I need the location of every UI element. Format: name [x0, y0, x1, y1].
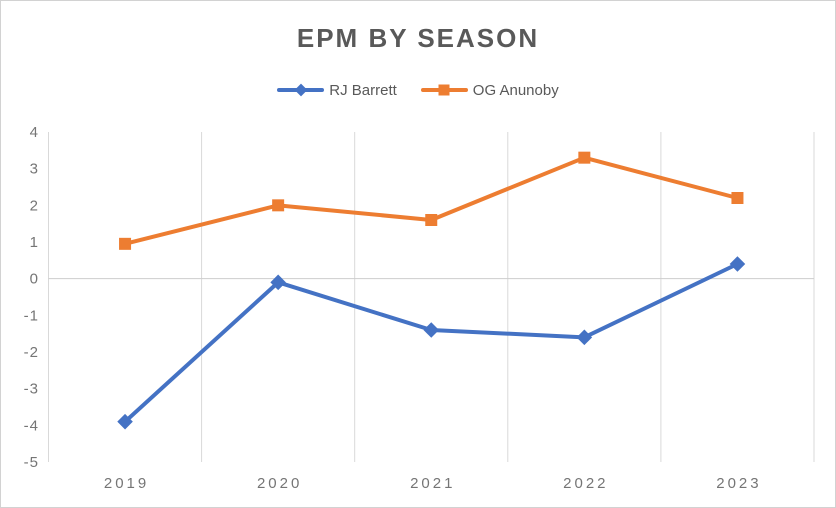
x-category-label: 2020 — [257, 475, 302, 492]
diamond-marker-icon — [729, 256, 746, 272]
x-category-label: 2023 — [716, 475, 761, 492]
square-marker-icon — [272, 199, 285, 212]
square-marker-icon — [731, 192, 744, 204]
y-tick-label: -2 — [24, 344, 39, 361]
x-category-label: 2021 — [410, 475, 455, 492]
y-tick-label: -3 — [24, 381, 39, 398]
y-tick-label: 2 — [30, 197, 39, 214]
y-tick-label: 4 — [30, 124, 39, 141]
square-marker-icon — [119, 237, 132, 250]
y-tick-label: -1 — [24, 307, 39, 324]
series-line-og-anunoby — [123, 155, 740, 246]
series-line-rj-barrett — [123, 262, 740, 424]
y-tick-label: 3 — [30, 161, 39, 178]
y-tick-label: -5 — [24, 454, 39, 471]
x-category-label: 2019 — [104, 475, 149, 492]
legend-item-og-anunoby: OG Anunoby — [420, 81, 559, 99]
x-category-label: 2022 — [563, 475, 608, 492]
chart-title: EPM BY SEASON — [296, 23, 540, 53]
legend-label-rj-barrett: RJ Barrett — [329, 81, 397, 99]
legend-swatch-og-anunoby — [420, 81, 468, 99]
y-tick-label: 0 — [30, 271, 39, 288]
legend-swatch-rj-barrett — [277, 81, 325, 99]
legend: RJ Barrett OG Anunoby — [1, 81, 835, 99]
y-tick-label: -4 — [24, 417, 39, 434]
diamond-marker-icon — [576, 329, 593, 346]
square-marker-icon — [578, 151, 591, 164]
diamond-marker-icon — [423, 322, 440, 338]
legend-item-rj-barrett: RJ Barrett — [277, 81, 397, 99]
legend-label-og-anunoby: OG Anunoby — [472, 81, 559, 99]
y-tick-label: 1 — [30, 234, 39, 251]
square-marker-icon — [438, 84, 450, 96]
square-marker-icon — [425, 214, 438, 226]
